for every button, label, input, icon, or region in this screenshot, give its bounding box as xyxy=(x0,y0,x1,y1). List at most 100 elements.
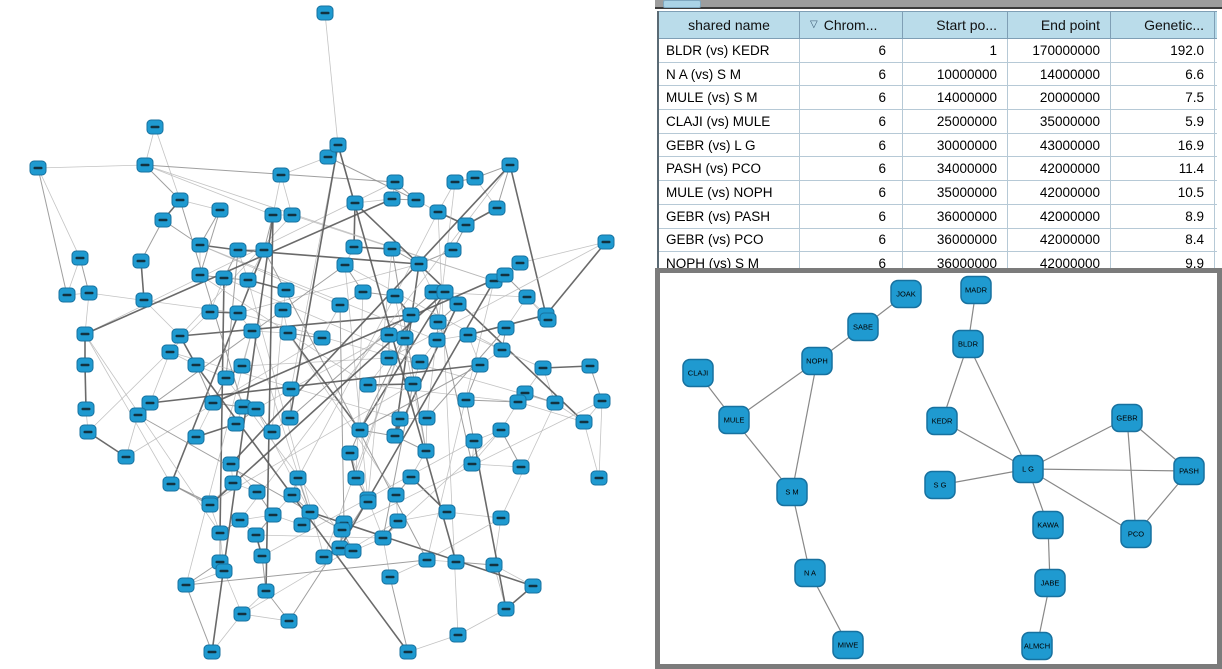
network-node[interactable] xyxy=(418,410,436,426)
network-node[interactable] xyxy=(402,469,420,485)
network-node[interactable] xyxy=(255,242,273,258)
network-node[interactable] xyxy=(391,411,409,427)
network-node-NA[interactable]: N A xyxy=(794,558,826,588)
table-cell[interactable]: 20000000 xyxy=(1008,86,1111,110)
table-cell[interactable]: 35000000 xyxy=(1008,110,1111,133)
table-cell[interactable]: 42000000 xyxy=(1008,252,1111,275)
network-node[interactable] xyxy=(162,476,180,492)
network-node[interactable] xyxy=(29,160,47,176)
network-node[interactable] xyxy=(247,401,265,417)
network-node[interactable] xyxy=(272,167,290,183)
network-node[interactable] xyxy=(336,257,354,273)
table-cell[interactable]: CLAJI (vs) MULE xyxy=(659,110,800,133)
network-node[interactable] xyxy=(161,344,179,360)
network-node[interactable] xyxy=(231,512,249,528)
table-row[interactable]: BLDR (vs) KEDR 6 1 170000000 192.0 xyxy=(659,39,1217,63)
network-node[interactable] xyxy=(154,212,172,228)
network-node[interactable] xyxy=(117,449,135,465)
table-cell[interactable]: 8.9 xyxy=(1111,204,1215,228)
network-node-KAWA[interactable]: KAWA xyxy=(1032,510,1064,540)
table-cell[interactable]: 6 xyxy=(800,204,903,228)
network-node[interactable] xyxy=(459,327,477,343)
table-scroll-tab[interactable] xyxy=(663,0,701,8)
table-row[interactable]: GEBR (vs) L G 6 30000000 43000000 16.9 xyxy=(659,133,1217,158)
network-node[interactable] xyxy=(380,350,398,366)
network-node[interactable] xyxy=(539,312,557,328)
network-node[interactable] xyxy=(187,429,205,445)
network-node-KEDR[interactable]: KEDR xyxy=(926,406,958,436)
network-node[interactable] xyxy=(201,304,219,320)
network-edge-LG-PCO[interactable] xyxy=(1027,468,1137,535)
network-node[interactable] xyxy=(331,297,349,313)
network-node[interactable] xyxy=(315,549,333,565)
network-node[interactable] xyxy=(76,357,94,373)
table-cell[interactable]: 42000000 xyxy=(1008,181,1111,204)
network-node[interactable] xyxy=(132,253,150,269)
network-node-LG[interactable]: L G xyxy=(1012,454,1044,484)
network-node[interactable] xyxy=(497,601,515,617)
network-node[interactable] xyxy=(359,494,377,510)
table-cell[interactable]: NOPH (vs) S M xyxy=(659,252,800,275)
network-node-NOPH[interactable]: NOPH xyxy=(801,346,833,376)
table-cell[interactable]: 25000000 xyxy=(903,110,1008,133)
network-node[interactable] xyxy=(387,487,405,503)
network-node[interactable] xyxy=(511,255,529,271)
network-node[interactable] xyxy=(177,577,195,593)
network-node[interactable] xyxy=(386,428,404,444)
table-cell[interactable]: 8.4 xyxy=(1111,228,1215,252)
network-edge-LG-GEBR[interactable] xyxy=(1027,417,1128,470)
table-cell[interactable]: 1 xyxy=(903,39,1008,62)
network-node[interactable] xyxy=(496,267,514,283)
network-edge-LG-PASH[interactable] xyxy=(1027,468,1190,472)
network-node-CLAJI[interactable]: CLAJI xyxy=(682,358,714,388)
network-node[interactable] xyxy=(76,326,94,342)
table-cell[interactable]: 11.4 xyxy=(1111,157,1215,181)
main-network-canvas[interactable] xyxy=(0,0,652,669)
table-cell[interactable]: 6 xyxy=(800,39,903,62)
column-header-shared-name[interactable]: shared name xyxy=(659,12,800,38)
network-node[interactable] xyxy=(546,395,564,411)
network-node[interactable] xyxy=(141,395,159,411)
network-node[interactable] xyxy=(581,358,599,374)
network-node[interactable] xyxy=(351,422,369,438)
network-node[interactable] xyxy=(211,202,229,218)
table-cell[interactable]: 36000000 xyxy=(903,204,1008,228)
table-cell[interactable]: 42000000 xyxy=(1008,157,1111,181)
network-node[interactable] xyxy=(301,504,319,520)
network-node[interactable] xyxy=(418,552,436,568)
column-header-start-position[interactable]: Start po... xyxy=(903,12,1008,38)
network-node[interactable] xyxy=(263,424,281,440)
network-node[interactable] xyxy=(359,377,377,393)
network-node[interactable] xyxy=(344,543,362,559)
table-cell[interactable]: 42000000 xyxy=(1008,228,1111,252)
network-node[interactable] xyxy=(253,548,271,564)
network-node[interactable] xyxy=(449,627,467,643)
network-node[interactable] xyxy=(466,170,484,186)
network-node[interactable] xyxy=(293,517,311,533)
network-node[interactable] xyxy=(58,287,76,303)
network-node[interactable] xyxy=(135,292,153,308)
network-node[interactable] xyxy=(274,302,292,318)
network-node[interactable] xyxy=(279,325,297,341)
table-row[interactable]: MULE (vs) S M 6 14000000 20000000 7.5 xyxy=(659,86,1217,111)
network-node-JABE[interactable]: JABE xyxy=(1034,568,1066,598)
network-node[interactable] xyxy=(493,342,511,358)
network-node[interactable] xyxy=(449,296,467,312)
network-node-SABE[interactable]: SABE xyxy=(847,312,879,342)
table-row[interactable]: MULE (vs) NOPH 6 35000000 42000000 10.5 xyxy=(659,181,1217,205)
network-node[interactable] xyxy=(471,357,489,373)
network-node[interactable] xyxy=(381,569,399,585)
table-cell[interactable]: MULE (vs) NOPH xyxy=(659,181,800,204)
network-node[interactable] xyxy=(283,487,301,503)
network-node[interactable] xyxy=(203,644,221,660)
network-node[interactable] xyxy=(333,522,351,538)
network-node-GEBR[interactable]: GEBR xyxy=(1111,403,1143,433)
network-node[interactable] xyxy=(465,433,483,449)
table-cell[interactable]: 36000000 xyxy=(903,228,1008,252)
table-cell[interactable]: 36000000 xyxy=(903,252,1008,275)
network-node[interactable] xyxy=(233,606,251,622)
network-node[interactable] xyxy=(575,414,593,430)
network-node[interactable] xyxy=(79,424,97,440)
network-node[interactable] xyxy=(277,282,295,298)
network-node[interactable] xyxy=(404,376,422,392)
